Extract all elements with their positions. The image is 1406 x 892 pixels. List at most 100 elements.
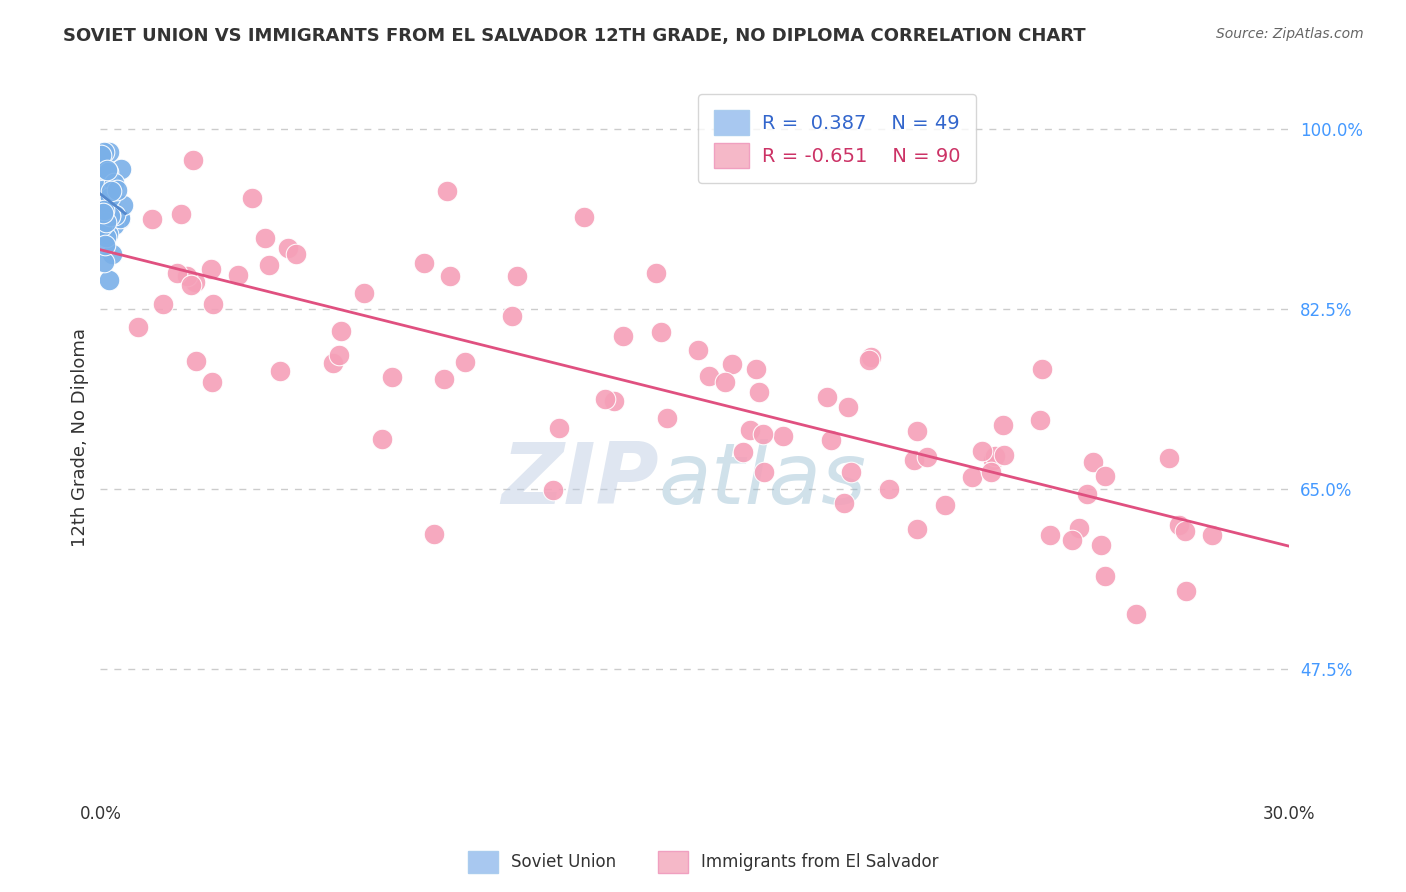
Point [91,183,114,197]
Point [574,210,596,224]
Point [412,255,434,269]
Point [740,423,762,437]
Point [152,297,174,311]
Point [93,202,115,217]
Point [915,450,938,465]
Point [101,246,124,260]
Point [859,350,882,364]
Point [650,325,672,339]
Point [257,258,280,272]
Point [1125,607,1147,621]
Point [90,152,112,166]
Point [226,268,249,282]
Point [603,394,626,409]
Point [97,164,120,178]
Point [981,453,1004,467]
Point [423,526,446,541]
Point [541,483,564,497]
Point [93,145,115,160]
Point [98,273,121,287]
Point [110,212,132,227]
Text: atlas: atlas [659,439,868,522]
Point [439,268,461,283]
Point [93,182,115,196]
Point [100,194,122,209]
Point [96,163,118,178]
Point [93,202,115,217]
Point [328,348,350,362]
Point [166,267,188,281]
Point [103,204,125,219]
Point [96,183,118,197]
Point [93,194,115,209]
Point [98,208,121,222]
Point [93,169,115,183]
Point [748,384,770,399]
Point [180,278,202,293]
Point [353,286,375,301]
Point [97,145,120,160]
Point [184,354,207,368]
Point [93,208,115,222]
Legend: Soviet Union, Immigrants from El Salvador: Soviet Union, Immigrants from El Salvado… [461,845,945,880]
Point [1094,569,1116,583]
Point [110,162,132,177]
Point [277,241,299,255]
Text: ZIP: ZIP [502,439,659,522]
Point [612,328,634,343]
Point [184,275,207,289]
Point [907,522,929,536]
Point [1174,524,1197,538]
Point [934,498,956,512]
Point [1083,455,1105,469]
Point [103,176,125,190]
Point [501,309,523,323]
Point [1067,521,1090,535]
Point [1031,362,1053,376]
Point [721,357,744,371]
Point [1159,451,1181,466]
Point [181,153,204,167]
Point [820,433,842,447]
Point [111,197,134,211]
Point [94,230,117,244]
Point [96,161,118,176]
Point [772,429,794,443]
Point [240,191,263,205]
Point [90,148,112,162]
Point [751,427,773,442]
Point [697,368,720,383]
Legend: R =  0.387    N = 49, R = -0.651    N = 90: R = 0.387 N = 49, R = -0.651 N = 90 [697,95,976,183]
Point [101,182,124,196]
Point [984,449,1007,463]
Point [645,266,668,280]
Point [90,162,112,177]
Point [754,465,776,479]
Point [655,410,678,425]
Point [98,198,121,212]
Point [453,355,475,369]
Point [104,208,127,222]
Point [170,207,193,221]
Point [593,392,616,406]
Point [548,421,571,435]
Point [837,400,859,414]
Point [1039,527,1062,541]
Point [1174,583,1197,598]
Point [105,183,128,197]
Point [176,269,198,284]
Point [1201,528,1223,542]
Point [108,211,131,226]
Point [815,390,838,404]
Point [993,448,1015,462]
Point [1062,533,1084,547]
Point [253,231,276,245]
Point [98,189,121,203]
Point [93,254,115,268]
Point [93,238,115,252]
Point [980,465,1002,479]
Point [731,445,754,459]
Point [970,443,993,458]
Point [329,324,352,338]
Point [1076,487,1098,501]
